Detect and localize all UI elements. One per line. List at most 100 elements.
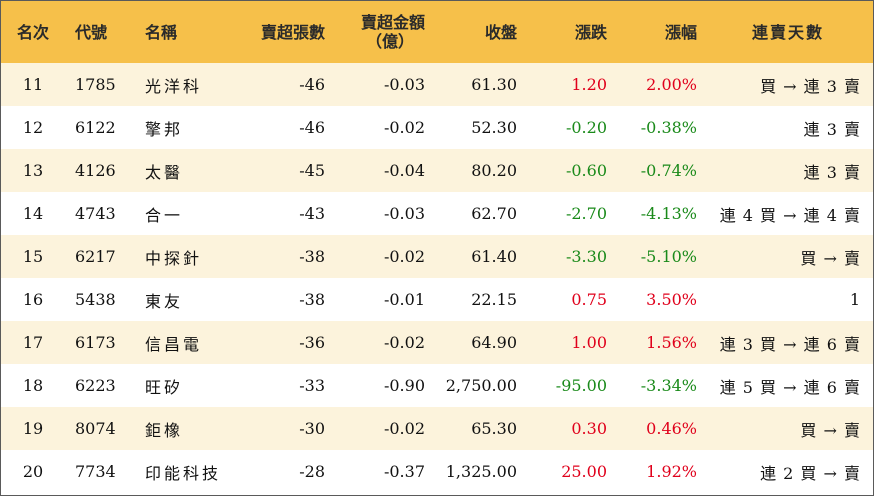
change-cell: -95.00 (555, 376, 607, 395)
change-cell: 1.00 (571, 333, 607, 352)
sell-shares-cell: -33 (299, 376, 325, 395)
change-pct-cell: -5.10% (640, 247, 697, 266)
change-pct-cell: 3.50% (646, 290, 697, 309)
sell-shares-cell: -46 (299, 118, 325, 137)
header-code: 代號 (75, 22, 108, 42)
name-cell: 東友 (145, 291, 184, 311)
header-sell-amount-line2: （億） (365, 32, 414, 51)
name-cell: 鉅橡 (145, 420, 184, 440)
sell-shares-cell: -36 (299, 333, 325, 352)
code-cell: 5438 (75, 290, 116, 309)
rank-cell: 18 (22, 376, 44, 395)
rank-cell: 14 (22, 204, 44, 223)
change-pct-cell: 2.00% (646, 75, 697, 94)
rank-cell: 11 (22, 75, 44, 94)
close-cell: 61.40 (471, 247, 517, 266)
sell-amount-cell: -0.02 (383, 118, 425, 137)
sell-shares-cell: -43 (299, 204, 325, 223)
streak-cell: 連 3 賣 (803, 162, 861, 182)
rank-cell: 16 (22, 290, 44, 309)
code-cell: 4743 (75, 204, 116, 223)
header-change: 漲跌 (574, 22, 607, 42)
code-cell: 7734 (75, 462, 116, 481)
header-sell-amount-line1: 賣超金額 (360, 13, 425, 32)
name-cell: 擎邦 (145, 119, 184, 139)
change-cell: 0.30 (571, 419, 607, 438)
sell-amount-cell: -0.04 (383, 161, 425, 180)
header-close: 收盤 (484, 22, 517, 42)
change-cell: -0.20 (565, 118, 607, 137)
change-pct-cell: -0.38% (640, 118, 697, 137)
name-cell: 太醫 (145, 162, 184, 182)
close-cell: 52.30 (471, 118, 517, 137)
change-pct-cell: -0.74% (640, 161, 697, 180)
table-row: 14 4743 合一 -43 -0.03 62.70 -2.70 -4.13% 連 4 買 → … (1, 192, 873, 235)
close-cell: 61.30 (471, 75, 517, 94)
change-pct-cell: -3.34% (640, 376, 697, 395)
sell-amount-cell: -0.03 (383, 204, 425, 223)
header-change-pct: 漲幅 (664, 22, 697, 42)
change-cell: -0.60 (565, 161, 607, 180)
sell-shares-cell: -46 (299, 75, 325, 94)
sell-shares-cell: -30 (299, 419, 325, 438)
header-name: 名稱 (145, 22, 178, 42)
streak-cell: 連 3 賣 (803, 119, 861, 139)
name-cell: 合一 (145, 205, 184, 225)
close-cell: 80.20 (471, 161, 517, 180)
code-cell: 6217 (75, 247, 116, 266)
change-cell: -3.30 (565, 247, 607, 266)
rank-cell: 13 (22, 161, 44, 180)
sell-amount-cell: -0.02 (383, 333, 425, 352)
header-sell-amount: 賣超金額 （億） (331, 1, 431, 63)
rank-cell: 19 (22, 419, 44, 438)
close-cell: 62.70 (471, 204, 517, 223)
streak-cell: 連 4 買 → 連 4 賣 (719, 205, 861, 225)
sell-amount-cell: -0.90 (383, 376, 425, 395)
change-pct-cell: 1.92% (646, 462, 697, 481)
table-row: 13 4126 太醫 -45 -0.04 80.20 -0.60 -0.74% 連 3 賣 (1, 149, 873, 192)
streak-cell: 1 (849, 290, 861, 309)
sell-amount-cell: -0.37 (383, 462, 425, 481)
streak-cell: 連 2 買 → 賣 (760, 463, 861, 483)
streak-cell: 連 3 買 → 連 6 賣 (719, 334, 861, 354)
streak-cell: 買 → 賣 (800, 248, 861, 268)
name-cell: 印能科技 (145, 463, 222, 483)
close-cell: 64.90 (471, 333, 517, 352)
name-cell: 中探針 (145, 248, 203, 268)
code-cell: 6173 (75, 333, 116, 352)
sell-shares-cell: -38 (299, 290, 325, 309)
sell-shares-cell: -38 (299, 247, 325, 266)
change-cell: 25.00 (561, 462, 607, 481)
rank-cell: 20 (22, 462, 44, 481)
header-rank: 名次 (16, 22, 49, 42)
code-cell: 4126 (75, 161, 116, 180)
table-row: 16 5438 東友 -38 -0.01 22.15 0.75 3.50% 1 (1, 278, 873, 321)
name-cell: 信昌電 (145, 334, 203, 354)
rank-cell: 12 (22, 118, 44, 137)
table-row: 20 7734 印能科技 -28 -0.37 1,325.00 25.00 1.92% 連 2 … (1, 450, 873, 493)
close-cell: 2,750.00 (445, 376, 517, 395)
rank-cell: 17 (22, 333, 44, 352)
rank-cell: 15 (22, 247, 44, 266)
streak-cell: 買 → 連 3 賣 (760, 76, 861, 96)
change-pct-cell: 1.56% (646, 333, 697, 352)
table-body: 11 1785 光洋科 -46 -0.03 61.30 1.20 2.00% 買 → 連 3 賣… (1, 63, 873, 493)
table-row: 19 8074 鉅橡 -30 -0.02 65.30 0.30 0.46% 買 → 賣 (1, 407, 873, 450)
table-row: 15 6217 中探針 -38 -0.02 61.40 -3.30 -5.10% 買 → 賣 (1, 235, 873, 278)
close-cell: 65.30 (471, 419, 517, 438)
change-pct-cell: -4.13% (640, 204, 697, 223)
name-cell: 旺矽 (145, 377, 184, 397)
header-sell-shares: 賣超張數 (260, 22, 325, 42)
table-row: 18 6223 旺矽 -33 -0.90 2,750.00 -95.00 -3.34% 連 5 … (1, 364, 873, 407)
sell-shares-cell: -28 (299, 462, 325, 481)
code-cell: 8074 (75, 419, 116, 438)
sell-amount-cell: -0.01 (383, 290, 425, 309)
sell-amount-cell: -0.03 (383, 75, 425, 94)
change-pct-cell: 0.46% (646, 419, 697, 438)
table-header-row: 名次 代號 名稱 賣超張數 賣超金額 （億） 收盤 漲跌 漲幅 連賣天數 (1, 1, 873, 63)
change-cell: 1.20 (571, 75, 607, 94)
change-cell: 0.75 (571, 290, 607, 309)
code-cell: 6223 (75, 376, 116, 395)
